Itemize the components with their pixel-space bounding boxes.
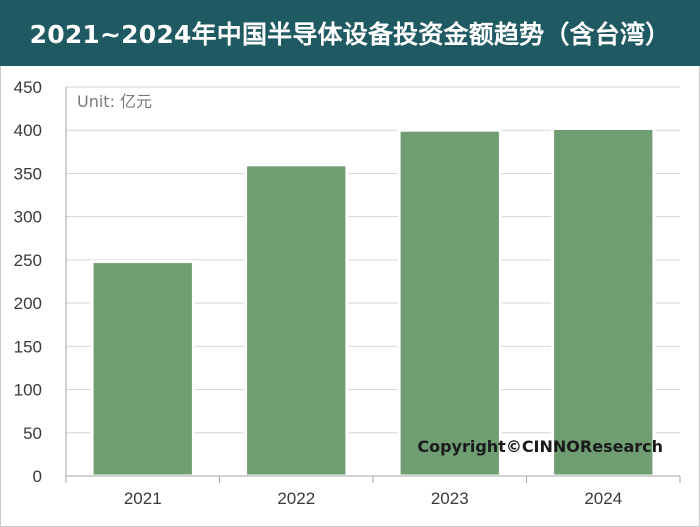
y-tick-label: 350 [14,164,42,183]
y-tick-label: 150 [14,337,42,356]
y-tick-label: 400 [14,121,42,140]
axes [65,87,681,483]
tick-labels: 0 50 100 150 200 250 300 350 400 450 2021 2022 2023 2… [14,78,623,508]
chart-title-bar: 2021~2024年中国半导体设备投资金额趋势（含台湾） [0,0,700,66]
chart-title: 2021~2024年中国半导体设备投资金额趋势（含台湾） [29,20,671,49]
y-tick-label: 300 [14,208,42,227]
bar [244,163,349,478]
y-tick-label: 50 [23,424,42,443]
x-tick-label: 2023 [431,489,469,508]
bars [90,126,656,478]
x-tick-label: 2022 [277,489,315,508]
x-tick-label: 2021 [124,489,162,508]
x-tick-label: 2024 [584,489,622,508]
unit-label: Unit: 亿元 [77,92,152,111]
y-tick-label: 200 [14,294,42,313]
copyright-text: Copyright©CINNOResearch [417,437,663,456]
bar [397,128,502,478]
y-tick-label: 450 [14,78,42,97]
bar [551,126,656,478]
y-tick-label: 100 [14,381,42,400]
bar [90,260,195,478]
y-tick-label: 0 [33,467,42,486]
y-tick-label: 250 [14,251,42,270]
